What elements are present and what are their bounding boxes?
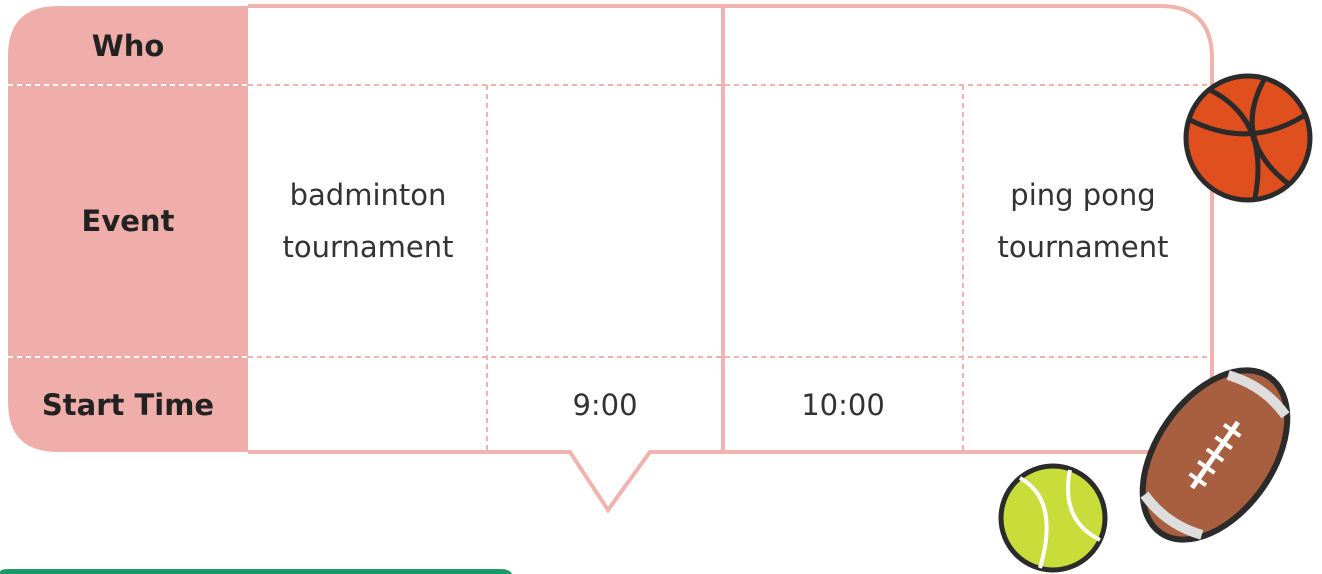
bubble-border <box>248 4 1214 514</box>
bubble-fill <box>8 6 1212 510</box>
time-cell: 10:00 <box>801 387 885 422</box>
event-cell: ping pong tournament <box>997 178 1169 264</box>
event-cell: badminton tournament <box>282 178 454 264</box>
football <box>1139 367 1291 543</box>
time-cell: 9:00 <box>572 387 638 422</box>
header-column <box>8 6 248 452</box>
row-header: Event <box>81 204 175 238</box>
row-header: Who <box>91 28 165 63</box>
row-header: Start Time <box>41 387 215 422</box>
basketball <box>1183 73 1313 203</box>
green-bar <box>0 569 512 574</box>
tennis-ball <box>998 463 1108 573</box>
